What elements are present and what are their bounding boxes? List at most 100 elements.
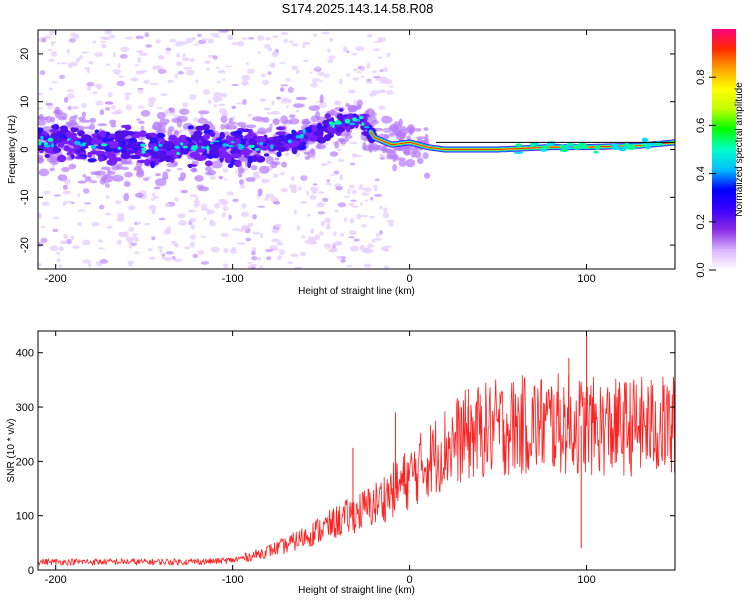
noise-speck — [383, 207, 388, 213]
noise-speck — [160, 93, 168, 96]
hot-spot — [206, 145, 210, 151]
noise-speck — [94, 84, 100, 88]
noise-speck — [182, 53, 186, 59]
hot-spot — [259, 141, 263, 146]
band-light — [154, 178, 167, 187]
noise-speck — [116, 80, 125, 87]
noise-speck — [280, 84, 289, 87]
noise-speck — [280, 187, 289, 193]
noise-speck — [197, 33, 202, 37]
band-light — [198, 110, 210, 115]
noise-speck — [337, 202, 347, 208]
band-core — [94, 129, 100, 134]
noise-speck — [351, 189, 357, 195]
noise-speck — [155, 39, 161, 44]
bottom-x-tick-label: -200 — [45, 574, 67, 586]
noise-speck — [252, 174, 261, 179]
band-core — [327, 132, 333, 136]
band-light — [319, 94, 324, 104]
band-core — [301, 138, 309, 142]
colorbar-tick-label: 0.0 — [695, 262, 707, 277]
noise-speck — [161, 253, 165, 258]
band-light — [191, 167, 197, 173]
band-core — [251, 155, 258, 162]
bottom-y-tick-label: 0 — [28, 565, 34, 577]
noise-speck — [353, 238, 360, 242]
noise-speck — [239, 184, 245, 189]
noise-speck — [38, 212, 43, 219]
noise-speck — [303, 59, 309, 63]
hot-spot — [81, 142, 87, 145]
noise-speck — [290, 253, 299, 258]
noise-speck — [128, 245, 133, 249]
noise-speck — [43, 35, 52, 40]
noise-speck — [266, 112, 274, 115]
noise-speck — [148, 96, 157, 103]
band-light — [389, 125, 399, 131]
noise-speck — [349, 141, 358, 145]
noise-speck — [88, 262, 92, 268]
band-light — [123, 192, 129, 202]
band-light — [398, 118, 403, 127]
noise-speck — [257, 257, 261, 261]
hot-spot — [141, 147, 147, 151]
noise-speck — [157, 68, 167, 74]
band-core — [53, 134, 59, 143]
ridge-bump — [655, 142, 661, 147]
band-core — [209, 144, 221, 150]
band-light — [211, 160, 223, 169]
noise-speck — [202, 89, 211, 95]
noise-speck — [272, 173, 279, 179]
ridge-bump — [544, 145, 549, 149]
noise-speck — [158, 217, 166, 221]
noise-speck — [92, 91, 98, 95]
noise-speck — [267, 71, 272, 75]
band-core — [317, 136, 327, 144]
noise-speck — [312, 156, 316, 160]
band-core — [258, 138, 267, 142]
band-core — [74, 156, 84, 160]
noise-speck — [165, 47, 172, 52]
noise-speck — [347, 188, 351, 195]
band-light — [392, 164, 397, 172]
band-core — [234, 137, 241, 146]
noise-speck — [112, 52, 116, 58]
noise-speck — [336, 255, 343, 260]
band-light — [231, 105, 236, 110]
noise-speck — [48, 58, 55, 63]
band-light — [168, 107, 175, 113]
hot-spot — [43, 142, 48, 146]
noise-speck — [50, 51, 58, 57]
noise-speck — [371, 70, 377, 74]
noise-speck — [348, 184, 356, 189]
band-light — [405, 126, 416, 134]
band-core — [274, 142, 285, 146]
noise-speck — [89, 180, 98, 184]
noise-speck — [355, 46, 365, 52]
band-core — [255, 155, 266, 163]
noise-speck — [228, 214, 232, 220]
noise-speck — [91, 221, 100, 227]
ridge-bump — [573, 145, 581, 150]
noise-speck — [241, 224, 249, 231]
hot-spot — [302, 129, 306, 134]
noise-speck — [322, 197, 329, 202]
band-core — [187, 125, 194, 130]
hot-spot — [180, 142, 184, 146]
noise-speck — [382, 212, 390, 219]
band-light — [347, 105, 358, 113]
hot-spot — [287, 139, 293, 144]
noise-speck — [338, 78, 343, 85]
band-core — [60, 125, 68, 133]
ridge-bump — [539, 149, 548, 152]
noise-speck — [147, 247, 153, 252]
noise-speck — [169, 38, 177, 43]
noise-speck — [139, 52, 149, 57]
noise-speck — [201, 235, 206, 238]
band-light — [180, 172, 186, 180]
top-y-tick-label: 10 — [19, 96, 31, 108]
noise-speck — [265, 248, 273, 253]
noise-speck — [265, 37, 271, 41]
noise-speck — [272, 35, 280, 38]
noise-speck — [379, 205, 383, 210]
